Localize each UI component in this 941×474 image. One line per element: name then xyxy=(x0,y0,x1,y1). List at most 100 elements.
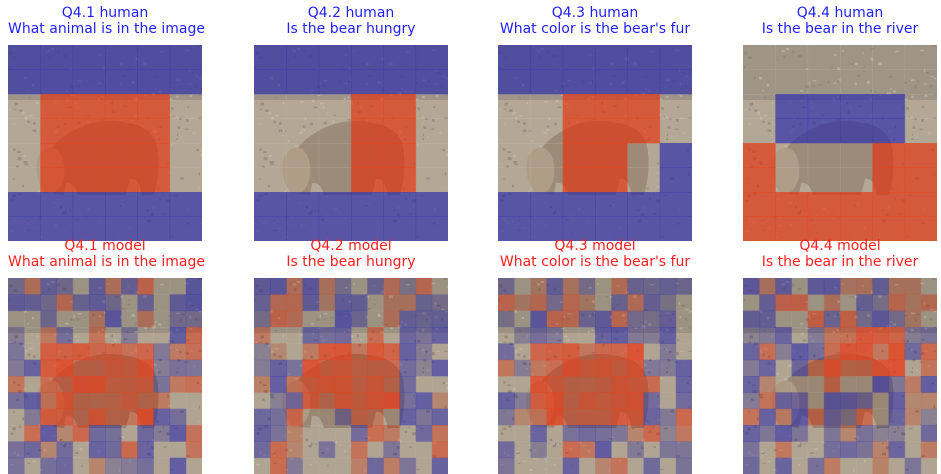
attention-cell xyxy=(889,458,906,474)
attention-cell xyxy=(105,192,138,217)
panel-question: What color is the bear's fur xyxy=(498,21,692,37)
attention-cell xyxy=(254,70,287,95)
attention-cell xyxy=(775,441,792,458)
panel-label: Q4.1 human xyxy=(8,5,202,21)
attention-cell xyxy=(319,392,336,409)
attention-cell xyxy=(24,376,41,393)
attention-cell xyxy=(319,143,352,168)
attention-cell xyxy=(137,70,170,95)
attention-cell xyxy=(627,360,644,377)
attention-cell xyxy=(498,441,515,458)
attention-cell xyxy=(921,327,937,344)
human-attention-map xyxy=(254,45,448,241)
attention-cell xyxy=(808,278,825,295)
attention-cell xyxy=(611,425,628,442)
attention-cell xyxy=(514,278,531,295)
attention-cell xyxy=(889,376,906,393)
attention-cell xyxy=(498,311,515,328)
attention-cell xyxy=(921,441,937,458)
attention-cell xyxy=(383,376,400,393)
attention-cell xyxy=(303,441,320,458)
attention-cell xyxy=(872,425,889,442)
attention-cell xyxy=(24,327,41,344)
attention-cell xyxy=(303,425,320,442)
attention-cell xyxy=(530,45,563,70)
attention-cell xyxy=(351,376,368,393)
attention-cell xyxy=(743,168,776,193)
attention-cell xyxy=(186,311,202,328)
attention-cell xyxy=(676,441,692,458)
attention-cell xyxy=(514,294,531,311)
attention-cell xyxy=(840,360,857,377)
attention-cell xyxy=(335,294,352,311)
attention-cell xyxy=(627,294,644,311)
attention-cell xyxy=(676,392,692,409)
attention-cell xyxy=(170,343,187,360)
attention-cell xyxy=(351,294,368,311)
attention-cell xyxy=(303,458,320,474)
attention-cell xyxy=(383,360,400,377)
attention-cell xyxy=(270,343,287,360)
attention-cell xyxy=(351,278,368,295)
attention-cell xyxy=(270,409,287,426)
attention-cell xyxy=(89,425,106,442)
attention-cell xyxy=(254,376,271,393)
attention-cell xyxy=(627,311,644,328)
attention-cell xyxy=(137,119,170,144)
attention-cell xyxy=(8,458,25,474)
attention-cell xyxy=(383,143,416,168)
attention-cell xyxy=(792,425,809,442)
attention-cell xyxy=(170,360,187,377)
attention-cell xyxy=(563,311,580,328)
attention-cell xyxy=(319,327,336,344)
attention-cell xyxy=(400,294,417,311)
attention-cell xyxy=(514,311,531,328)
attention-cell xyxy=(432,392,448,409)
panel-question: What animal is in the image xyxy=(8,254,202,270)
attention-cell xyxy=(856,425,873,442)
attention-cell xyxy=(8,392,25,409)
attention-cell xyxy=(73,192,106,217)
attention-cell xyxy=(432,458,448,474)
attention-cell xyxy=(121,409,138,426)
attention-cell xyxy=(808,327,825,344)
attention-cell xyxy=(808,409,825,426)
attention-cell xyxy=(303,278,320,295)
attention-cell xyxy=(627,192,660,217)
attention-cell xyxy=(905,327,922,344)
attention-cell xyxy=(416,70,448,95)
attention-cell xyxy=(400,441,417,458)
attention-cell xyxy=(383,70,416,95)
attention-cell xyxy=(905,458,922,474)
attention-cell xyxy=(24,278,41,295)
attention-cell xyxy=(8,119,41,144)
attention-cell xyxy=(432,441,448,458)
attention-cell xyxy=(154,360,171,377)
attention-cell xyxy=(743,327,760,344)
attention-cell xyxy=(563,360,580,377)
attention-cell xyxy=(170,458,187,474)
attention-cell xyxy=(530,458,547,474)
attention-cell xyxy=(170,327,187,344)
attention-cell xyxy=(660,143,692,168)
attention-cell xyxy=(73,425,90,442)
attention-cell xyxy=(432,311,448,328)
attention-cell xyxy=(154,327,171,344)
attention-cell xyxy=(547,425,564,442)
attention-cell xyxy=(498,376,515,393)
attention-cell xyxy=(775,168,808,193)
attention-cell xyxy=(792,360,809,377)
attention-cell xyxy=(530,70,563,95)
human-attention-map xyxy=(8,45,202,241)
attention-cell xyxy=(743,94,776,119)
attention-cell xyxy=(186,392,202,409)
attention-cell xyxy=(905,278,922,295)
attention-cell xyxy=(530,311,547,328)
attention-cell xyxy=(856,441,873,458)
attention-cell xyxy=(792,441,809,458)
attention-cell xyxy=(170,409,187,426)
attention-cell xyxy=(367,278,384,295)
attention-cell xyxy=(351,168,384,193)
attention-cell xyxy=(254,168,287,193)
attention-cell xyxy=(660,94,692,119)
